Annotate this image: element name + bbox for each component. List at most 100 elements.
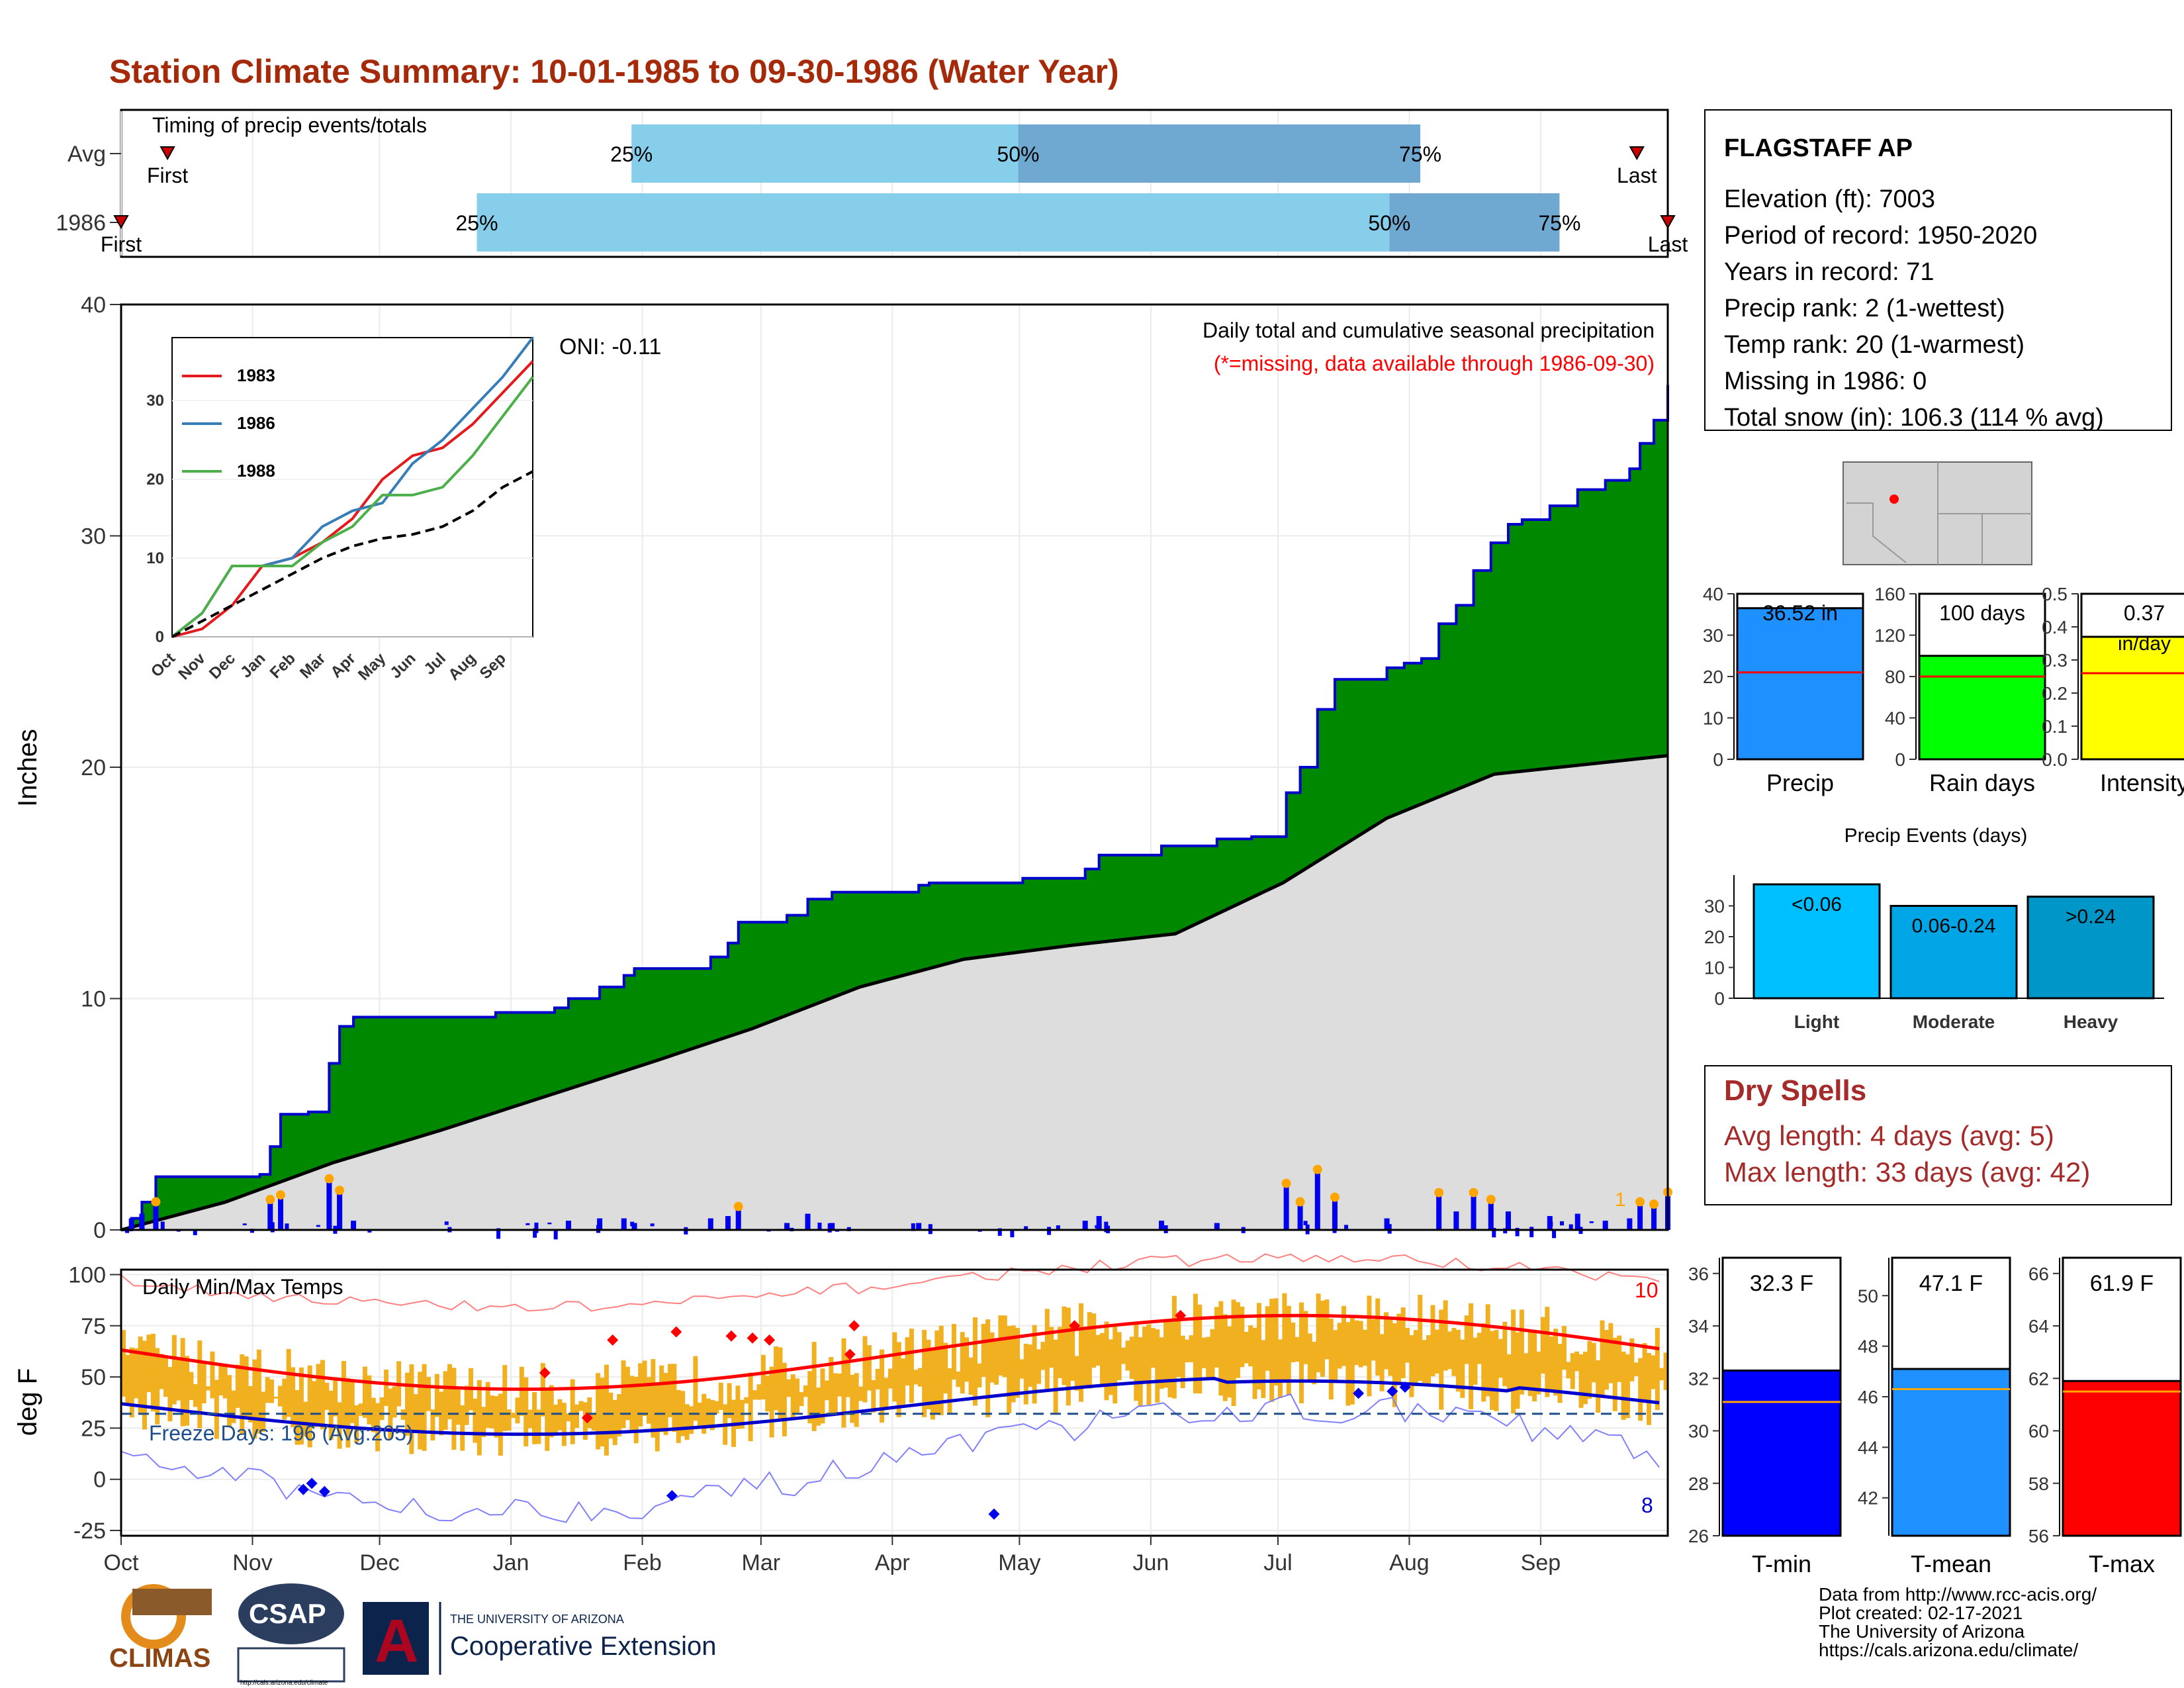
- daily-temp-bar: [379, 1397, 385, 1421]
- svg-text:https://cals.arizona.edu/clima: https://cals.arizona.edu/climate/: [1819, 1640, 2078, 1660]
- daily-temp-bar: [591, 1413, 596, 1431]
- record-high-marker: [539, 1367, 551, 1379]
- daily-temp-bar: [960, 1332, 965, 1394]
- daily-temp-bar: [527, 1409, 533, 1429]
- daily-temp-bar: [709, 1399, 715, 1430]
- daily-temp-bar: [841, 1338, 846, 1428]
- daily-temp-bar: [884, 1378, 889, 1409]
- daily-temp-bar: [756, 1384, 762, 1400]
- daily-temp-bar: [1129, 1336, 1134, 1380]
- daily-temp-bar: [358, 1403, 363, 1416]
- month-label: Sep: [1521, 1550, 1561, 1575]
- daily-temp-bar: [218, 1364, 224, 1396]
- daily-temp-bar: [1392, 1323, 1397, 1407]
- svg-text:THE UNIVERSITY OF ARIZONA: THE UNIVERSITY OF ARIZONA: [450, 1613, 624, 1626]
- daily-precip-bar: [326, 1181, 332, 1230]
- daily-temp-bar: [1303, 1311, 1308, 1364]
- daily-temp-bar: [404, 1372, 410, 1436]
- tbar-label: T-mean: [1911, 1550, 1991, 1577]
- daily-precip-bar: [1549, 1221, 1553, 1227]
- snow-marker: [335, 1186, 345, 1196]
- daily-precip-bar: [1569, 1224, 1573, 1231]
- daily-temp-bar: [312, 1381, 317, 1427]
- daily-temp-bar: [905, 1337, 910, 1386]
- snow-marker: [1281, 1178, 1291, 1188]
- mini-tick-label: 0.3: [2042, 650, 2068, 671]
- daily-temp-bar: [1477, 1333, 1482, 1364]
- svg-text:CSAP: CSAP: [249, 1598, 326, 1629]
- daily-temp-bar: [1176, 1316, 1181, 1378]
- daily-temp-bar: [473, 1398, 478, 1443]
- timing-bar-q50-q75: [1018, 124, 1421, 183]
- daily-temp-bar: [1015, 1327, 1020, 1398]
- daily-temp-bar: [333, 1377, 338, 1417]
- daily-precip-bar: [316, 1225, 320, 1227]
- event-bar: [1752, 883, 1881, 1000]
- daily-temp-bar: [1214, 1307, 1219, 1368]
- daily-temp-bar: [1519, 1309, 1524, 1395]
- daily-temp-bar: [134, 1348, 139, 1399]
- daily-temp-bar: [1210, 1329, 1215, 1380]
- daily-temp-bar: [1434, 1329, 1439, 1374]
- tbar-value: 47.1 F: [1919, 1271, 1983, 1296]
- daily-temp-bar: [621, 1360, 626, 1429]
- daily-temp-bar: [1646, 1353, 1651, 1425]
- location-map: [1843, 461, 2032, 565]
- daily-temp-bar: [1617, 1335, 1622, 1382]
- daily-precip-bar: [1082, 1221, 1088, 1230]
- daily-precip-bar: [597, 1218, 603, 1230]
- daily-temp-bar: [887, 1368, 893, 1389]
- mini-tick-label: 0.5: [2042, 584, 2068, 604]
- events-title: Precip Events (days): [1844, 825, 2028, 847]
- daily-temp-bar: [180, 1338, 185, 1427]
- daily-temp-bar: [1460, 1339, 1465, 1398]
- inset-series-line: [171, 360, 534, 638]
- daily-temp-bar: [1524, 1353, 1529, 1389]
- precip-caption-red: (*=missing, data available through 1986-…: [1214, 352, 1655, 375]
- daily-temp-bar: [1485, 1304, 1490, 1397]
- daily-temp-bar: [854, 1373, 859, 1427]
- daily-temp-bar: [829, 1356, 834, 1414]
- daily-temp-bar: [1053, 1339, 1058, 1415]
- daily-temp-bar: [1413, 1330, 1418, 1387]
- mini-tick-label: 40: [1885, 708, 1905, 729]
- daily-precip-bar: [547, 1222, 552, 1225]
- daily-temp-bar: [782, 1362, 787, 1436]
- daily-temp-bar: [896, 1342, 901, 1417]
- daily-temp-bar: [1028, 1344, 1033, 1387]
- average-line: [120, 754, 1668, 1232]
- daily-precip-bar: [1283, 1186, 1289, 1230]
- daily-temp-bar: [193, 1383, 198, 1407]
- daily-precip-bar: [817, 1222, 822, 1231]
- record-high-marker: [670, 1326, 682, 1338]
- daily-temp-bar: [1557, 1344, 1563, 1403]
- inset-legend-label: 1986: [237, 413, 275, 433]
- daily-temp-bar: [1125, 1340, 1130, 1371]
- daily-temp-bar: [1328, 1318, 1334, 1400]
- daily-temp-bar: [490, 1395, 495, 1429]
- daily-temp-bar: [1532, 1332, 1537, 1402]
- daily-temp-bar: [171, 1335, 177, 1405]
- daily-precip-bar: [1574, 1213, 1580, 1230]
- daily-temp-bar: [1113, 1324, 1118, 1404]
- snow-marker: [1434, 1188, 1444, 1197]
- record-low-marker: [666, 1489, 678, 1501]
- daily-temp-bar: [1282, 1293, 1287, 1381]
- daily-temp-bar: [298, 1367, 304, 1445]
- daily-temp-bar: [121, 1330, 126, 1397]
- daily-temp-bar: [367, 1375, 372, 1425]
- daily-temp-bar: [371, 1397, 376, 1432]
- daily-temp-bar: [328, 1390, 334, 1440]
- daily-precip-bar: [242, 1223, 247, 1225]
- daily-temp-bar: [1333, 1330, 1338, 1383]
- daily-precip-bar: [139, 1213, 145, 1230]
- daily-temp-bar: [248, 1385, 253, 1423]
- daily-temp-bar: [549, 1385, 554, 1438]
- daily-precip-bar: [911, 1223, 915, 1231]
- daily-temp-bar: [256, 1349, 261, 1434]
- daily-temp-bar: [578, 1401, 584, 1411]
- daily-temp-bar: [1312, 1341, 1317, 1385]
- daily-temp-bar: [943, 1342, 948, 1394]
- mini-bar-label: Rain days: [1929, 769, 2035, 796]
